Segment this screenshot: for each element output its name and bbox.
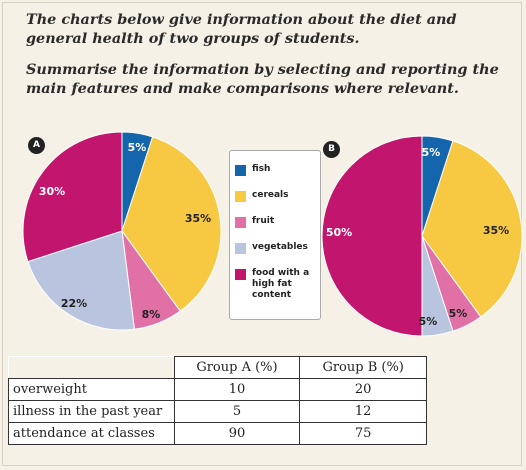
chart-b-label-vegetables: 5% [419, 315, 438, 328]
chart-a-slice-cereals [121, 136, 222, 312]
legend-swatch-fish [235, 165, 246, 176]
table-row: attendance at classes 90 75 [8, 422, 427, 445]
chart-a-label-food-with-a-high-fat-content: 30% [39, 185, 65, 198]
pie-charts: 5% 35% 8% 22% 30% 5% 35% 5% 5% 50% [22, 131, 523, 337]
chart-b-label-fish: 5% [422, 146, 441, 159]
chart-a-badge: A [28, 137, 45, 154]
legend-label-cereals: cereals [252, 190, 289, 200]
chart-b-slice-food-with-a-high-fat-content [321, 135, 423, 337]
chart-b-slice-cereals [421, 140, 523, 318]
chart-a-label-fruit: 8% [142, 308, 161, 321]
table-cell-group-b: 75 [299, 422, 427, 445]
table-row: illness in the past year 5 12 [8, 400, 427, 423]
table-cell-label: illness in the past year [8, 400, 175, 423]
table-cell-group-a: 5 [173, 400, 301, 423]
table-header-group-a: Group A (%) [173, 356, 301, 379]
chart-a-label-vegetables: 22% [61, 297, 87, 310]
legend-label-vegetables: vegetables [252, 242, 308, 252]
table-header-row: Group A (%) Group B (%) [8, 356, 427, 379]
chart-b-label-fruit: 5% [449, 307, 468, 320]
chart-b-label-food-with-a-high-fat-content: 50% [326, 226, 352, 239]
legend-swatch-vegetables [235, 243, 246, 254]
chart-a-label-fish: 5% [128, 141, 147, 154]
table-cell-group-a: 10 [173, 378, 301, 401]
table-header-group-b: Group B (%) [299, 356, 427, 379]
table-row: overweight 10 20 [8, 378, 427, 401]
health-table: Group A (%) Group B (%) overweight 10 20… [8, 356, 427, 445]
legend: fish cereals fruit vegetables food with … [229, 150, 321, 320]
legend-label-fruit: fruit [252, 216, 275, 226]
table-cell-group-a: 90 [173, 422, 301, 445]
legend-label-high-fat: food with a high fat content [252, 268, 310, 300]
chart-a-label-cereals: 35% [185, 212, 211, 225]
table-cell-group-b: 20 [299, 378, 427, 401]
prompt-line-1: The charts below give information about … [26, 11, 457, 47]
chart-b-badge: B [323, 141, 340, 158]
legend-swatch-cereals [235, 191, 246, 202]
legend-label-fish: fish [252, 164, 271, 174]
table-header-blank [8, 356, 175, 379]
table-cell-group-b: 12 [299, 400, 427, 423]
table-cell-label: attendance at classes [8, 422, 175, 445]
prompt-line-2: Summarise the information by selecting a… [26, 61, 499, 97]
chart-b-label-cereals: 35% [483, 224, 509, 237]
table-cell-label: overweight [8, 378, 175, 401]
legend-swatch-high-fat [235, 269, 246, 280]
legend-swatch-fruit [235, 217, 246, 228]
chart-a-slice-vegetables [27, 230, 135, 331]
chart-a-slice-food-with-a-high-fat-content [22, 131, 123, 263]
